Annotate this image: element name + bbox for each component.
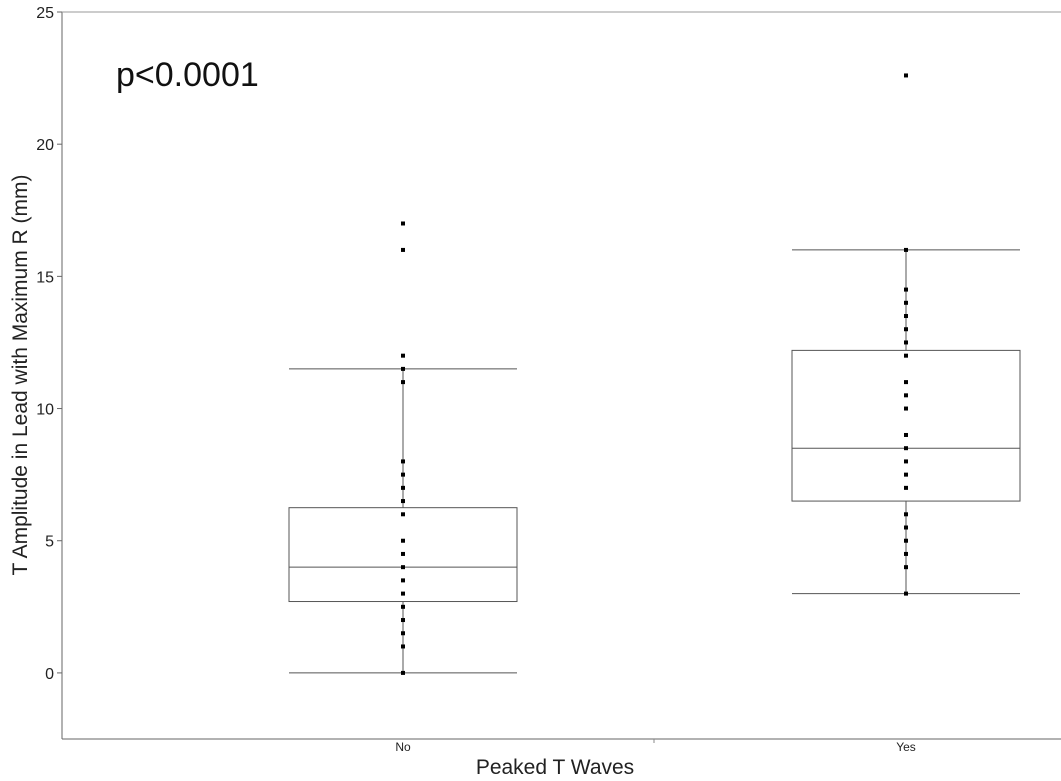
data-point	[401, 366, 405, 371]
data-point	[401, 631, 405, 636]
data-point	[401, 670, 405, 675]
data-point	[904, 340, 908, 345]
data-point	[904, 591, 908, 596]
data-point	[904, 327, 908, 332]
data-point	[401, 578, 405, 583]
y-tick-label: 0	[45, 666, 54, 683]
data-point	[401, 565, 405, 570]
data-point	[401, 512, 405, 517]
data-point	[904, 393, 908, 398]
y-tick-label: 10	[36, 402, 54, 419]
x-tick-label: No	[395, 740, 411, 754]
data-point	[401, 353, 405, 358]
data-point	[904, 525, 908, 530]
data-point	[904, 565, 908, 570]
data-point	[401, 380, 405, 385]
iqr-box	[791, 349, 1021, 502]
data-point	[401, 591, 405, 596]
y-tick-label: 5	[45, 534, 54, 551]
data-point	[401, 644, 405, 649]
data-point	[401, 604, 405, 609]
data-point	[904, 459, 908, 464]
data-point	[904, 247, 908, 252]
data-point	[401, 538, 405, 543]
data-point	[904, 432, 908, 437]
box-group-yes	[791, 73, 1021, 596]
data-point	[904, 406, 908, 411]
data-point	[401, 618, 405, 623]
y-tick-label: 25	[36, 5, 54, 22]
data-point	[904, 472, 908, 477]
data-point	[904, 538, 908, 543]
data-point	[904, 300, 908, 305]
box-group-no	[288, 221, 518, 675]
data-point	[401, 459, 405, 464]
x-axis: No Yes	[395, 739, 916, 754]
x-tick-label: Yes	[896, 740, 916, 754]
box-series	[288, 73, 1021, 675]
y-tick-label: 20	[36, 137, 54, 154]
x-axis-label: Peaked T Waves	[476, 756, 634, 779]
data-point	[401, 247, 405, 252]
data-point	[904, 287, 908, 292]
data-point	[401, 551, 405, 556]
y-tick-label: 15	[36, 269, 54, 286]
data-point	[401, 485, 405, 490]
data-point	[904, 551, 908, 556]
p-value-annotation: p<0.0001	[116, 56, 259, 94]
data-point	[401, 499, 405, 504]
y-axis-label: T Amplitude in Lead with Maximum R (mm)	[9, 174, 32, 575]
data-point	[401, 221, 405, 226]
data-point	[904, 353, 908, 358]
data-point	[401, 472, 405, 477]
data-point	[904, 512, 908, 517]
data-point	[904, 446, 908, 451]
plot-frame	[61, 11, 1061, 740]
data-point	[904, 485, 908, 490]
data-point	[904, 73, 908, 78]
data-point	[904, 380, 908, 385]
data-point	[904, 314, 908, 319]
y-axis: 0 5 10 15 20 25	[36, 5, 62, 683]
